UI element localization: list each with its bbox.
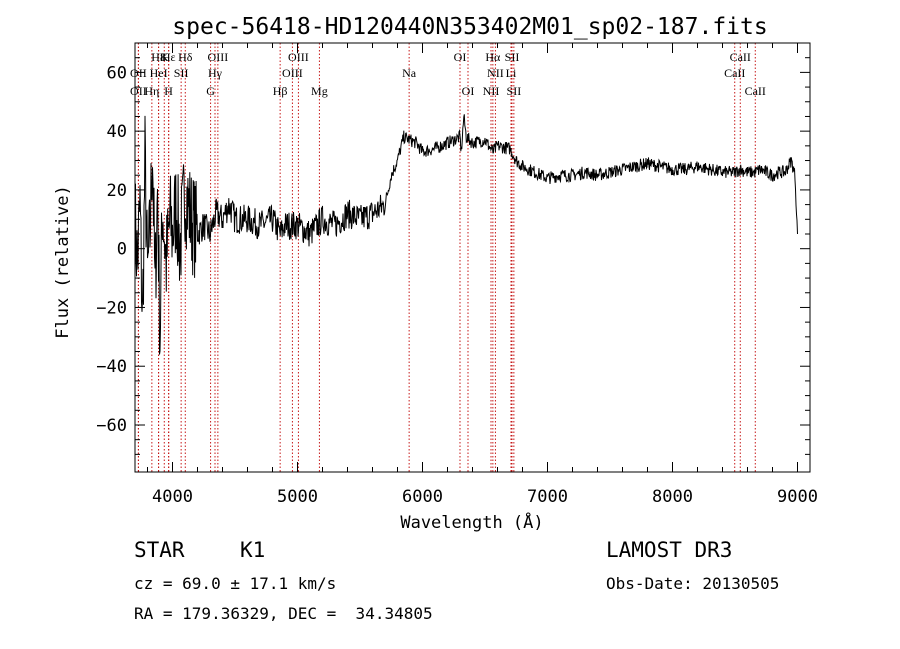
line-label: H8: [151, 50, 166, 64]
y-tick-label: −60: [96, 416, 127, 436]
line-label: OIII: [282, 66, 303, 80]
line-label: Hβ: [273, 84, 288, 98]
flux-series-line: [134, 114, 798, 355]
line-label: HeI: [150, 66, 168, 80]
y-tick-label: −20: [96, 298, 127, 318]
line-label: CaII: [724, 66, 745, 80]
x-tick-label: 5000: [277, 487, 318, 507]
y-axis-ticks: −60 −40 −20 0 20 40 60: [96, 42, 810, 455]
line-label: Hδ: [178, 50, 193, 64]
object-type: STAR: [134, 538, 185, 562]
line-label: Na: [402, 66, 417, 80]
line-label: Hη: [144, 84, 159, 98]
x-axis-label: Wavelength (Å): [400, 511, 543, 533]
line-label: Li: [506, 66, 517, 80]
line-label: SII: [174, 66, 189, 80]
line-label: OII: [130, 84, 147, 98]
line-label: K: [160, 50, 169, 64]
sky-coordinates: RA = 179.36329, DEC = 34.34805: [134, 604, 433, 623]
line-label: OIII: [208, 50, 229, 64]
reference-lines: [137, 43, 756, 472]
spectral-subclass: K1: [240, 538, 266, 562]
y-tick-label: 0: [117, 240, 127, 260]
chart-title: spec-56418-HD120440N353402M01_sp02-187.f…: [172, 14, 767, 40]
line-label: CaII: [730, 50, 751, 64]
line-label: OIII: [288, 50, 309, 64]
y-tick-label: 60: [107, 63, 127, 83]
line-label: Hγ: [208, 66, 223, 80]
line-label: CaII: [745, 84, 766, 98]
line-label: NII: [483, 84, 500, 98]
line-label: Mg: [311, 84, 328, 98]
line-label: OII: [130, 66, 147, 80]
y-tick-label: 40: [107, 122, 127, 142]
survey-name: LAMOST DR3: [606, 538, 733, 562]
x-tick-label: 7000: [527, 487, 568, 507]
x-tick-label: 4000: [152, 487, 193, 507]
x-axis-ticks: 4000 5000 6000 7000 8000 9000: [147, 43, 818, 507]
plot-frame: [134, 42, 811, 473]
x-tick-label: 9000: [777, 487, 818, 507]
y-tick-label: −40: [96, 357, 127, 377]
x-tick-label: 6000: [402, 487, 443, 507]
observation-date: Obs-Date: 20130505: [606, 574, 780, 593]
y-axis-label: Flux (relative): [53, 185, 73, 339]
y-tick-label: 20: [107, 181, 127, 201]
line-label: NII: [487, 66, 504, 80]
line-label: SII: [507, 84, 522, 98]
line-label: SII: [505, 50, 520, 64]
line-label: Hε: [162, 50, 176, 64]
line-label: OI: [454, 50, 467, 64]
line-label: G: [206, 84, 215, 98]
line-label: Hα: [485, 50, 501, 64]
x-tick-label: 8000: [652, 487, 693, 507]
line-label: OI: [462, 84, 475, 98]
redshift-velocity: cz = 69.0 ± 17.1 km/s: [134, 574, 337, 593]
line-label: H: [164, 84, 173, 98]
